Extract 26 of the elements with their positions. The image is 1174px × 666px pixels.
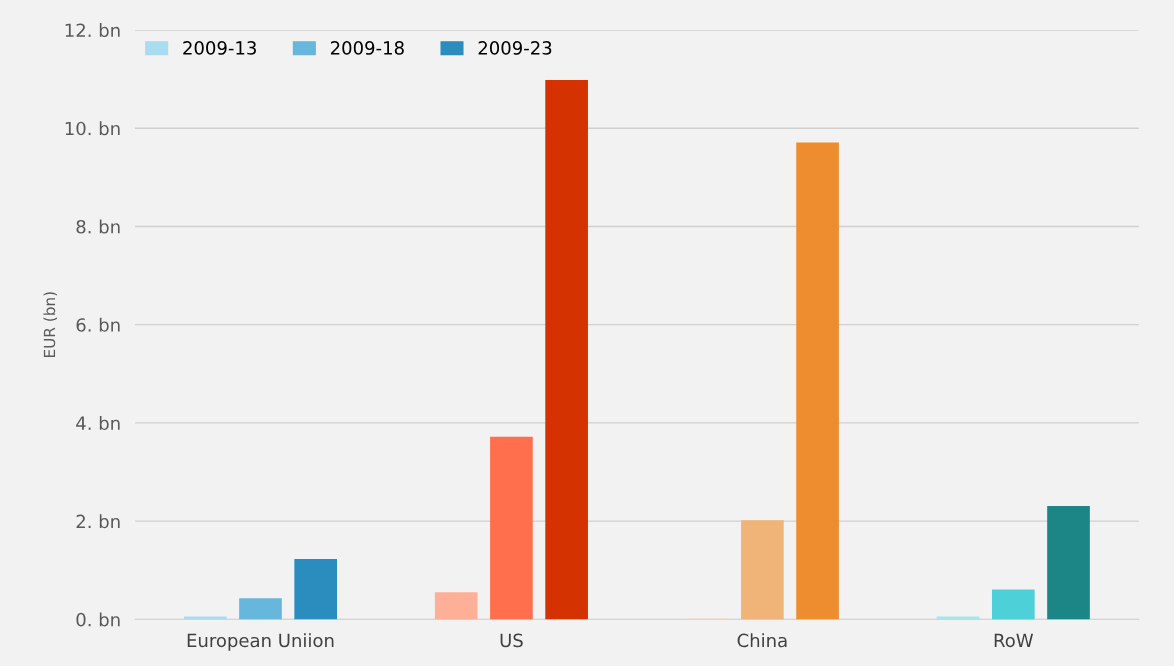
x-tick-label: RoW — [994, 633, 1034, 648]
x-tick-label: European Uniion — [187, 633, 334, 651]
y-tick-label: 0. bn — [76, 612, 120, 627]
bar — [490, 436, 533, 620]
y-axis-title: EUR (bn) — [43, 292, 58, 357]
legend-label: 2009-13 — [183, 41, 256, 55]
legend-label: 2009-18 — [330, 41, 404, 55]
bar — [796, 142, 839, 620]
y-tick-label: 4. bn — [76, 416, 120, 431]
bar — [545, 80, 588, 620]
bar — [741, 520, 784, 620]
bar — [183, 616, 227, 620]
y-tick-label: 8. bn — [76, 219, 120, 234]
bar — [294, 558, 338, 620]
y-tick-label: 6. bn — [76, 317, 120, 332]
x-tick-label: China — [737, 633, 787, 648]
legend-label: 2009-23 — [478, 41, 552, 55]
bar — [936, 616, 980, 620]
bar — [991, 589, 1035, 620]
bar — [1047, 505, 1090, 620]
x-tick-label: US — [500, 633, 523, 648]
y-tick-label: 12. bn — [65, 23, 120, 38]
bar — [239, 598, 282, 620]
y-tick-label: 2. bn — [76, 514, 120, 529]
bar — [434, 592, 478, 620]
y-tick-label: 10. bn — [65, 121, 120, 136]
